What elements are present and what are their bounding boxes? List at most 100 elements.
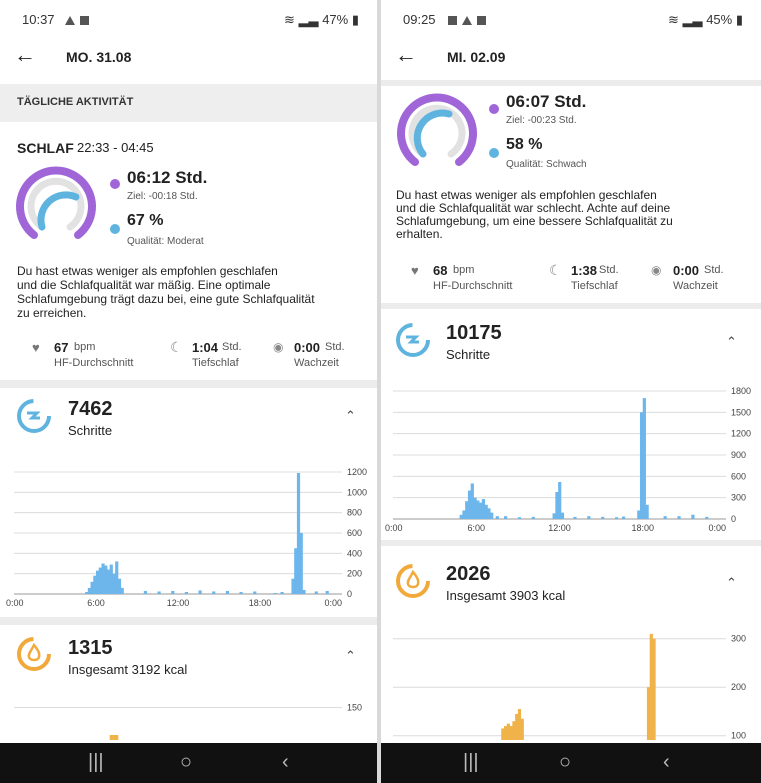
chevron-up-icon[interactable]: ⌃ [726, 334, 737, 349]
x-tick-label: 0:00 [385, 523, 403, 533]
chart-bar [642, 398, 646, 519]
sleep-quality-text: Qualität: Moderat [127, 236, 204, 247]
chart-bar [198, 590, 202, 594]
chart-bar [85, 591, 89, 594]
chart-bar [552, 513, 556, 519]
chart-bar [495, 516, 499, 519]
chart-bar [296, 473, 301, 594]
sleep-quality-text: Qualität: Schwach [506, 159, 587, 170]
y-tick-label: 400 [347, 548, 362, 558]
notification-icon [65, 16, 75, 25]
section-header: TÄGLICHE AKTIVITÄT [0, 84, 377, 122]
chart-bar [691, 514, 695, 519]
y-tick-label: 300 [731, 493, 746, 503]
chart-bar [479, 502, 483, 519]
left-phone-screen: 10:37 ≋ ▂▃ 47% ▮ ← MO. 31.08 TÄGLICHE AK… [0, 0, 377, 783]
back-button[interactable]: ‹ [282, 751, 289, 773]
y-tick-label: 0 [347, 589, 352, 599]
status-bar: 09:25 ≋ ▂▃ 45% ▮ [381, 0, 761, 40]
gallery-icon [448, 16, 457, 25]
steps-label: Schritte [68, 423, 113, 438]
chart-bar [112, 735, 116, 740]
flame-icon [396, 564, 430, 598]
y-tick-label: 1200 [347, 467, 367, 477]
chevron-up-icon[interactable]: ⌃ [345, 648, 356, 663]
chart-bar [637, 510, 641, 519]
y-tick-label: 600 [731, 471, 746, 481]
chart-bar [506, 723, 510, 740]
recent-apps-button[interactable]: ||| [88, 751, 104, 773]
chart-bar [459, 514, 463, 519]
chart-bar [87, 587, 91, 594]
x-tick-label: 0:00 [708, 523, 726, 533]
app-notification-icon [477, 16, 486, 25]
back-arrow-icon[interactable]: ← [395, 42, 417, 67]
chart-bar [109, 564, 113, 594]
chart-bar [484, 504, 488, 519]
sleep-label: SCHLAF [17, 140, 74, 156]
steps-value: 10175 [446, 322, 502, 344]
chart-bar [601, 516, 605, 519]
chart-bar [314, 591, 318, 594]
divider [381, 540, 761, 546]
calories-value: 1315 [68, 637, 113, 659]
chart-bar [517, 709, 522, 740]
chart-bar [109, 735, 113, 740]
eye-icon: ◉ [273, 340, 284, 354]
chart-bar [649, 633, 653, 740]
home-button[interactable]: ○ [180, 751, 193, 773]
recent-apps-button[interactable]: ||| [463, 751, 479, 773]
chart-bar [504, 726, 508, 740]
chart-bar [120, 587, 124, 594]
back-button[interactable]: ‹ [663, 751, 670, 773]
y-tick-label: 1500 [731, 407, 751, 417]
chart-bar [106, 569, 111, 594]
sleep-summary: Du hast etwas weniger als empfohlen gesc… [17, 264, 315, 320]
chevron-up-icon[interactable]: ⌃ [726, 575, 737, 590]
chart-bar [117, 578, 122, 594]
chart-bar [490, 512, 494, 519]
battery-level: 45% [706, 12, 733, 27]
home-button[interactable]: ○ [559, 751, 572, 773]
chart-bar [98, 567, 102, 594]
wifi-icon: ≋ [284, 12, 295, 27]
sleep-summary: Du hast etwas weniger als empfohlen gesc… [396, 188, 673, 241]
calories-total: Insgesamt 3192 kcal [68, 662, 188, 677]
chart-bar [481, 499, 485, 519]
chart-bar [515, 713, 519, 740]
sleep-duration: 06:07 Std. [506, 92, 587, 111]
sleep-ring-icon [16, 166, 96, 239]
system-nav-bar: ||| ○ ‹ [381, 743, 761, 783]
chart-bar [212, 591, 216, 594]
chart-bar [96, 570, 100, 594]
steps-chart: 0 300 600 900 1200 1500 1800 0:00 6:00 12:00 18:00… [385, 386, 751, 533]
chart-bar [184, 591, 189, 594]
x-tick-label: 18:00 [249, 598, 272, 608]
chart-bar [299, 533, 303, 594]
y-tick-label: 300 [731, 634, 746, 644]
calories-value: 2026 [446, 563, 491, 585]
chevron-up-icon[interactable]: ⌃ [345, 408, 356, 423]
back-arrow-icon[interactable]: ← [14, 42, 36, 67]
app-notification-icon [80, 16, 89, 25]
chart-bar [615, 517, 619, 519]
steps-chart: 0 200 400 600 800 1000 1200 0:00 6:00 12:00 18:00 0… [6, 467, 367, 608]
y-tick-label: 200 [347, 569, 362, 579]
chart-bar [531, 516, 535, 519]
moon-icon: ☾ [549, 262, 562, 278]
chart-bar [476, 500, 480, 519]
chart-bar [115, 735, 119, 740]
x-tick-label: 0:00 [6, 598, 24, 608]
heart-icon: ♥ [411, 263, 419, 278]
calories-total: Insgesamt 3903 kcal [446, 588, 566, 603]
y-tick-label: 800 [347, 508, 362, 518]
chart-bar [555, 491, 559, 519]
x-tick-label: 12:00 [167, 598, 190, 608]
chart-bar [467, 490, 472, 519]
divider [381, 80, 761, 86]
app-bar: ← MI. 02.09 [381, 40, 761, 76]
y-tick-label: 600 [347, 528, 362, 538]
chart-bar [646, 687, 651, 740]
chart-bar [621, 516, 626, 519]
duration-dot [110, 179, 120, 189]
